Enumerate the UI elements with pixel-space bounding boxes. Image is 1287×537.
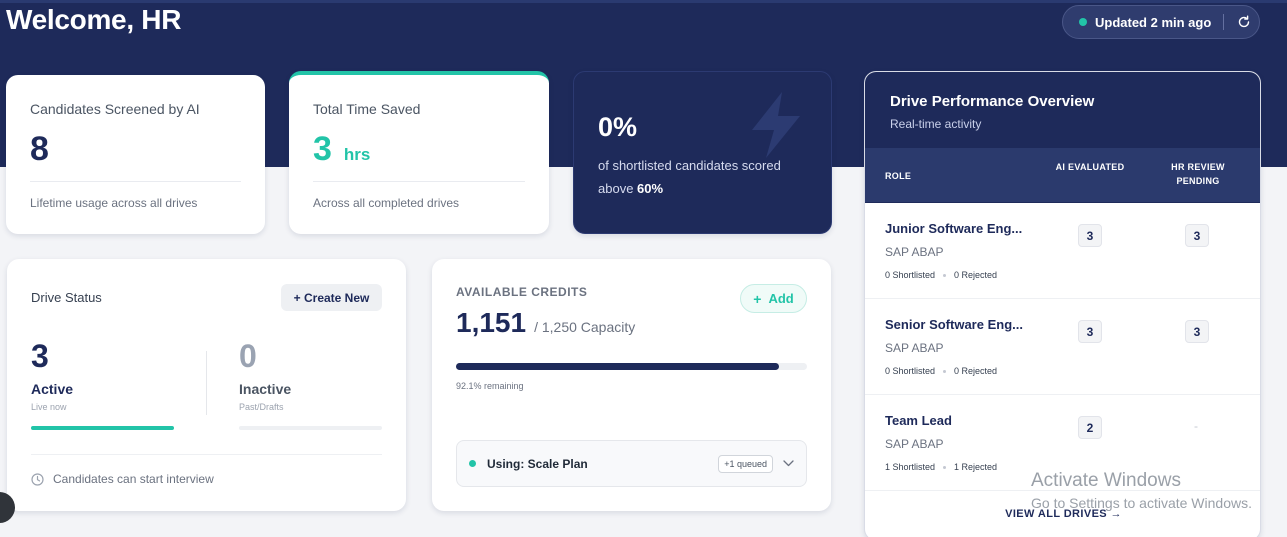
- screened-label: Candidates Screened by AI: [30, 101, 200, 117]
- updated-status-pill: Updated 2 min ago: [1062, 5, 1260, 39]
- row-meta: 0 Shortlisted 0 Rejected: [885, 366, 997, 376]
- table-row[interactable]: Team Lead SAP ABAP 1 Shortlisted 1 Rejec…: [865, 395, 1260, 491]
- row-meta: 1 Shortlisted 1 Rejected: [885, 462, 997, 472]
- footer-text: Candidates can start interview: [53, 472, 214, 486]
- updated-text: Updated 2 min ago: [1095, 14, 1212, 30]
- credits-capacity: / 1,250 Capacity: [534, 319, 636, 335]
- time-saved-value: 3: [313, 130, 332, 168]
- time-saved-card: Total Time Saved 3 hrs Across all comple…: [289, 71, 549, 234]
- col-role: ROLE: [885, 171, 912, 181]
- activate-windows-sub: Go to Settings to activate Windows.: [1031, 495, 1252, 511]
- inactive-label: Inactive: [239, 381, 292, 397]
- welcome-title: Welcome, HR: [6, 4, 182, 35]
- status-divider: [206, 351, 207, 415]
- ai-evaluated-count: 3: [1078, 320, 1102, 343]
- live-dot: [1079, 18, 1087, 26]
- meta-separator: [943, 369, 947, 373]
- performance-subtitle: Real-time activity: [890, 117, 982, 131]
- screened-value: 8: [30, 130, 49, 168]
- plus-icon: +: [753, 290, 762, 307]
- meta-separator: [943, 465, 947, 469]
- meta-separator: [943, 273, 947, 277]
- credits-label: AVAILABLE CREDITS: [456, 285, 588, 299]
- row-shortlisted: 0 Shortlisted: [885, 366, 936, 376]
- time-saved-unit: hrs: [343, 145, 371, 164]
- col-ai-evaluated: AI EVALUATED: [1055, 162, 1125, 172]
- hr-pending-count: 3: [1185, 320, 1209, 343]
- active-sub: Live now: [31, 402, 67, 412]
- shortlisted-description: of shortlisted candidates scored above 6…: [598, 154, 808, 200]
- add-label: Add: [768, 291, 794, 306]
- row-sub: SAP ABAP: [885, 245, 944, 259]
- drive-status-footer: Candidates can start interview: [31, 472, 214, 486]
- table-row[interactable]: Junior Software Eng... SAP ABAP 0 Shortl…: [865, 203, 1260, 299]
- create-new-button[interactable]: + Create New: [281, 284, 382, 311]
- drive-performance-panel: Drive Performance Overview Real-time act…: [864, 71, 1261, 537]
- credits-value-group: 1,151 / 1,250 Capacity: [456, 307, 635, 339]
- row-role: Senior Software Eng...: [885, 317, 1023, 332]
- pill-divider: [1223, 14, 1225, 30]
- credits-value: 1,151: [456, 307, 527, 338]
- ai-evaluated-count: 2: [1078, 416, 1102, 439]
- row-sub: SAP ABAP: [885, 341, 944, 355]
- time-saved-label: Total Time Saved: [313, 101, 421, 117]
- queued-badge: +1 queued: [718, 454, 773, 473]
- row-role: Team Lead: [885, 413, 952, 428]
- row-rejected: 1 Rejected: [954, 462, 998, 472]
- plan-text: Using: Scale Plan: [487, 456, 588, 471]
- inactive-sub: Past/Drafts: [239, 402, 284, 412]
- drive-status-card: Drive Status + Create New 3 Active Live …: [7, 259, 406, 511]
- drive-status-title: Drive Status: [31, 290, 102, 305]
- row-rejected: 0 Rejected: [954, 270, 998, 280]
- screened-card: Candidates Screened by AI 8 Lifetime usa…: [6, 75, 265, 234]
- row-meta: 0 Shortlisted 0 Rejected: [885, 270, 997, 280]
- activate-windows-title: Activate Windows: [1031, 470, 1181, 491]
- divider: [31, 454, 382, 455]
- chevron-down-icon[interactable]: [783, 460, 794, 467]
- divider: [30, 181, 241, 182]
- shortlisted-card: 0% of shortlisted candidates scored abov…: [573, 71, 832, 234]
- inactive-count: 0: [239, 338, 257, 374]
- credits-progress-fill: [456, 363, 780, 370]
- shortlisted-percent: 0%: [598, 112, 638, 142]
- plan-status-dot: [469, 460, 476, 467]
- credits-progress-track: [456, 363, 807, 370]
- time-saved-value-group: 3 hrs: [313, 130, 370, 169]
- performance-header: Drive Performance Overview Real-time act…: [865, 72, 1260, 148]
- table-row[interactable]: Senior Software Eng... SAP ABAP 0 Shortl…: [865, 299, 1260, 395]
- hr-pending-empty: -: [1194, 419, 1198, 433]
- active-bar: [31, 426, 174, 430]
- screened-foot: Lifetime usage across all drives: [30, 196, 198, 210]
- active-label: Active: [31, 381, 74, 397]
- refresh-icon[interactable]: [1236, 14, 1252, 30]
- clock-icon: [31, 472, 44, 486]
- inactive-bar: [239, 426, 382, 430]
- table-header: ROLE AI EVALUATED HR REVIEW PENDING: [865, 148, 1260, 203]
- add-credits-button[interactable]: + Add: [740, 284, 807, 313]
- chat-bubble-button[interactable]: [0, 492, 15, 523]
- bolt-icon: [752, 92, 800, 158]
- active-count: 3: [31, 338, 49, 374]
- hr-pending-count: 3: [1185, 224, 1209, 247]
- shortlisted-threshold: 60%: [637, 181, 664, 196]
- row-role: Junior Software Eng...: [885, 221, 1023, 236]
- row-sub: SAP ABAP: [885, 437, 944, 451]
- divider: [313, 181, 525, 182]
- credits-remaining: 92.1% remaining: [456, 381, 524, 391]
- shortlisted-text: of shortlisted candidates scored above: [598, 158, 781, 196]
- performance-title: Drive Performance Overview: [890, 93, 1095, 110]
- row-shortlisted: 1 Shortlisted: [885, 462, 936, 472]
- credits-card: AVAILABLE CREDITS + Add 1,151 / 1,250 Ca…: [432, 259, 831, 511]
- view-all-drives-link[interactable]: VIEW ALL DRIVES →: [1005, 508, 1122, 520]
- ai-evaluated-count: 3: [1078, 224, 1102, 247]
- col-hr-review-pending: HR REVIEW PENDING: [1171, 162, 1225, 186]
- row-rejected: 0 Rejected: [954, 366, 998, 376]
- time-saved-foot: Across all completed drives: [313, 196, 460, 210]
- plan-selector[interactable]: Using: Scale Plan +1 queued: [456, 440, 807, 487]
- top-border: [0, 0, 1287, 3]
- row-shortlisted: 0 Shortlisted: [885, 270, 936, 280]
